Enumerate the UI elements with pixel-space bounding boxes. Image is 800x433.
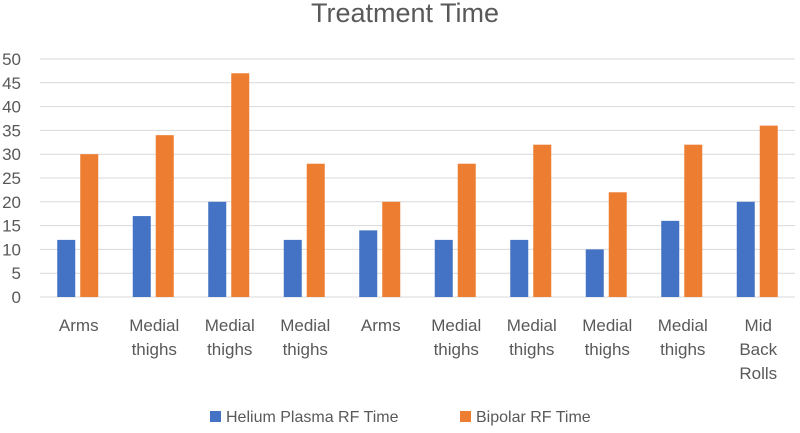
bar-series-1-cat-10	[736, 201, 755, 297]
y-tick-label: 30	[2, 145, 21, 164]
bar-series-1-cat-4	[283, 239, 302, 297]
category-label: Medial thighs	[507, 316, 557, 359]
y-tick-label: 15	[2, 217, 21, 236]
y-tick-label: 50	[2, 50, 21, 69]
y-tick-label: 20	[2, 193, 21, 212]
category-label: Medial thighs	[582, 316, 632, 359]
category-label: Arms	[361, 316, 401, 335]
category-label: Medial thighs	[129, 316, 179, 359]
legend-swatch	[210, 411, 221, 422]
bar-series-2-cat-7	[533, 144, 552, 297]
bar-series-1-cat-3	[208, 201, 227, 297]
bar-series-1-cat-8	[585, 249, 604, 297]
category-label: Medial thighs	[205, 316, 255, 359]
category-label: Arms	[59, 316, 99, 335]
legend-label: Bipolar RF Time	[476, 409, 591, 426]
bar-series-2-cat-10	[759, 125, 778, 297]
y-tick-label: 45	[2, 74, 21, 93]
bar-series-2-cat-3	[231, 73, 250, 297]
bar-series-1-cat-2	[132, 216, 151, 297]
bar-series-1-cat-6	[434, 239, 453, 297]
y-axis-ticks: 0 5 10 15 20 25 30 35 40 45 50	[2, 50, 21, 307]
legend: Helium Plasma RF Time Bipolar RF Time	[210, 409, 591, 426]
bar-series-2-cat-4	[306, 163, 325, 297]
category-label: Medial thighs	[431, 316, 481, 359]
bar-series-1-cat-9	[661, 220, 680, 297]
bar-series-2-cat-8	[608, 192, 627, 297]
y-tick-label: 10	[2, 240, 21, 259]
y-tick-label: 25	[2, 169, 21, 188]
y-tick-label: 5	[12, 264, 21, 283]
bar-series-2-cat-1	[80, 154, 99, 297]
bars	[57, 73, 778, 297]
bar-series-2-cat-9	[684, 144, 703, 297]
y-tick-label: 40	[2, 98, 21, 117]
chart-title: Treatment Time	[311, 0, 499, 28]
legend-label: Helium Plasma RF Time	[226, 409, 399, 426]
y-tick-label: 35	[2, 121, 21, 140]
category-label: Medial thighs	[280, 316, 330, 359]
bar-series-1-cat-7	[510, 239, 529, 297]
y-tick-label: 0	[12, 288, 21, 307]
category-label: Mid Back Rolls	[739, 316, 777, 383]
bar-series-2-cat-2	[155, 135, 174, 297]
bar-series-2-cat-6	[457, 163, 476, 297]
bar-series-1-cat-1	[57, 239, 76, 297]
legend-swatch	[460, 411, 471, 422]
category-label: Medial thighs	[658, 316, 708, 359]
bar-series-2-cat-5	[382, 201, 401, 297]
x-axis-categories: Arms Medial thighs Medial thighs Medial thighs…	[59, 316, 778, 383]
gridlines	[40, 58, 795, 298]
bar-series-1-cat-5	[359, 230, 378, 297]
